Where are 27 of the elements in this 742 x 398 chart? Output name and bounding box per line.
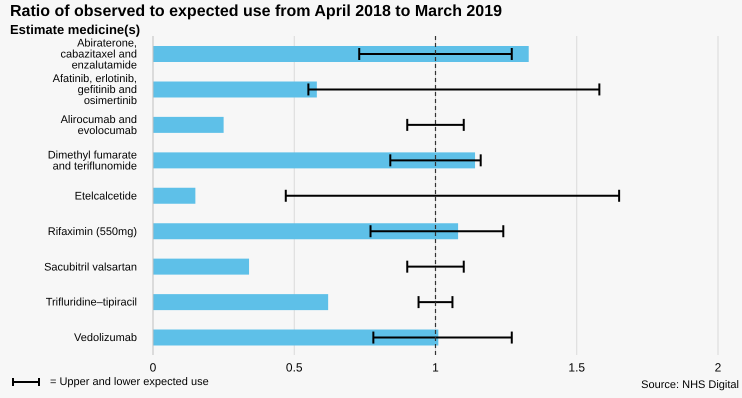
x-tick-label: 2 [714,360,722,375]
y-tick-label: Etelcalcetide [74,190,137,202]
x-tick-label: 1 [432,360,440,375]
source-note: Source: NHS Digital [641,379,739,391]
bar [153,46,529,62]
y-tick-label: Trifluridine–tipiracil [46,296,137,309]
bar [153,258,250,275]
chart-title: Ratio of observed to expected use from April 2018 to March 2019 [10,3,502,21]
y-tick-label: Afatinib, erlotinib, gefitinib and osimertinib [52,73,137,108]
y-axis-title: Estimate medicine(s) [10,22,140,37]
bar [153,330,438,346]
bar [153,81,317,98]
y-tick-label: Sacubitril valsartan [44,261,137,274]
y-tick-label: Alirocumab and evolocumab [60,114,137,138]
x-tick-label: 0.5 [286,360,303,375]
y-tick-label: Rifaximin (550mg) [48,226,137,238]
text: = Upper and lower expected use [50,376,209,388]
bar [153,188,196,204]
bar [153,294,328,310]
y-tick-label: Abiraterone, cabazitaxel and enzalutamide [60,38,137,72]
bar [153,152,476,168]
y-tick-label: Vedolizumab [74,332,137,344]
bar [153,223,458,240]
y-tick-label: Dimethyl fumarate and teriflunomide [48,149,137,172]
x-tick-label: 0 [150,360,157,375]
x-tick-label: 1.5 [568,360,586,375]
bar [153,116,224,133]
